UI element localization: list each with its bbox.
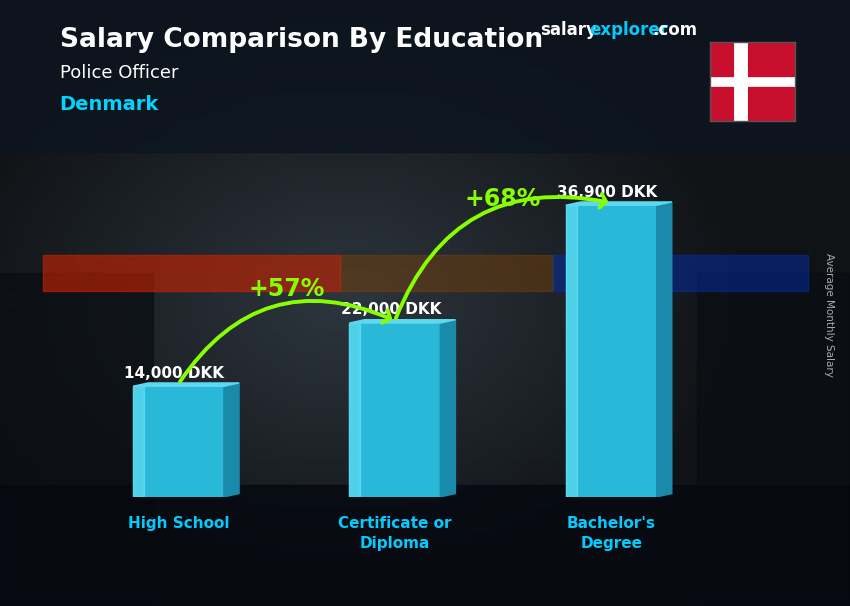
Text: Police Officer: Police Officer <box>60 64 178 82</box>
Polygon shape <box>440 320 456 497</box>
Text: 14,000 DKK: 14,000 DKK <box>124 366 224 381</box>
Bar <box>0 273 153 606</box>
Text: explorer: explorer <box>589 21 668 39</box>
Text: salary: salary <box>540 21 597 39</box>
Text: +68%: +68% <box>465 187 541 210</box>
Bar <box>0 0 850 152</box>
Bar <box>697 273 850 606</box>
Bar <box>349 323 440 497</box>
Bar <box>133 386 224 497</box>
Bar <box>340 255 552 291</box>
Polygon shape <box>133 383 239 386</box>
Text: 22,000 DKK: 22,000 DKK <box>341 302 441 318</box>
Bar <box>349 323 360 497</box>
Bar <box>133 386 144 497</box>
Text: Salary Comparison By Education: Salary Comparison By Education <box>60 27 542 53</box>
Polygon shape <box>657 202 672 497</box>
Bar <box>566 205 657 497</box>
Text: 36,900 DKK: 36,900 DKK <box>557 185 657 200</box>
Bar <box>42 255 340 291</box>
Bar <box>566 205 576 497</box>
Text: Average Monthly Salary: Average Monthly Salary <box>824 253 834 377</box>
Polygon shape <box>224 383 239 497</box>
Text: Denmark: Denmark <box>60 95 159 114</box>
Polygon shape <box>349 320 456 323</box>
Bar <box>0 485 850 606</box>
Polygon shape <box>566 202 672 205</box>
Text: +57%: +57% <box>248 277 325 301</box>
Text: .com: .com <box>652 21 697 39</box>
Bar <box>552 255 808 291</box>
